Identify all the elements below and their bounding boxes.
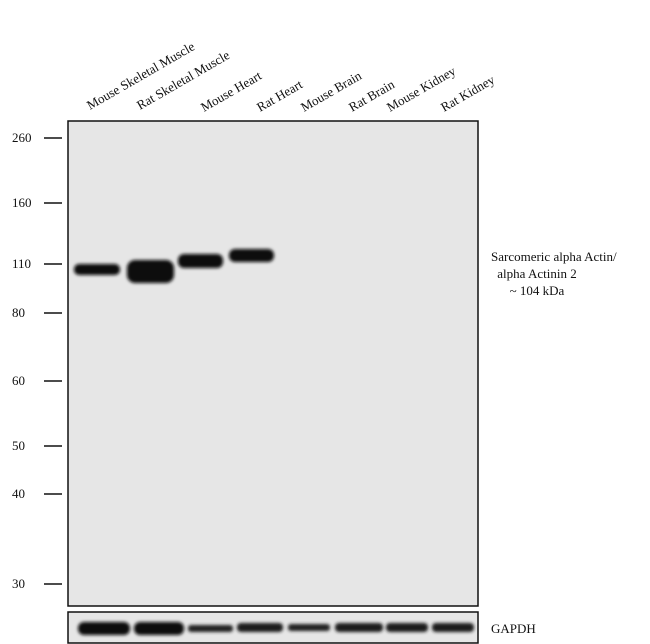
- band: [288, 624, 330, 631]
- band: [237, 623, 283, 632]
- marker-label: 260: [12, 130, 32, 145]
- gapdh-bands: [78, 622, 474, 635]
- marker-label: 110: [12, 256, 31, 271]
- band: [134, 622, 184, 635]
- marker-label: 50: [12, 438, 25, 453]
- marker-label: 80: [12, 305, 25, 320]
- band: [188, 625, 233, 632]
- band: [335, 623, 383, 632]
- marker-label: 30: [12, 576, 25, 591]
- band: [78, 622, 130, 635]
- band: [127, 260, 174, 283]
- bands: [74, 249, 274, 283]
- band: [178, 254, 223, 268]
- main-blot: [67, 120, 479, 607]
- marker-label: 40: [12, 486, 25, 501]
- loading-control-label: GAPDH: [491, 621, 536, 636]
- band: [74, 264, 120, 275]
- band: [432, 623, 474, 632]
- lane-label: Mouse Heart: [198, 68, 264, 115]
- marker-label: 60: [12, 373, 25, 388]
- target-label: ~ 104 kDa: [510, 283, 565, 298]
- target-label: Sarcomeric alpha Actin/: [491, 249, 617, 264]
- band: [386, 623, 428, 632]
- band: [229, 249, 274, 262]
- target-label: alpha Actinin 2: [497, 266, 576, 281]
- marker-label: 160: [12, 195, 32, 210]
